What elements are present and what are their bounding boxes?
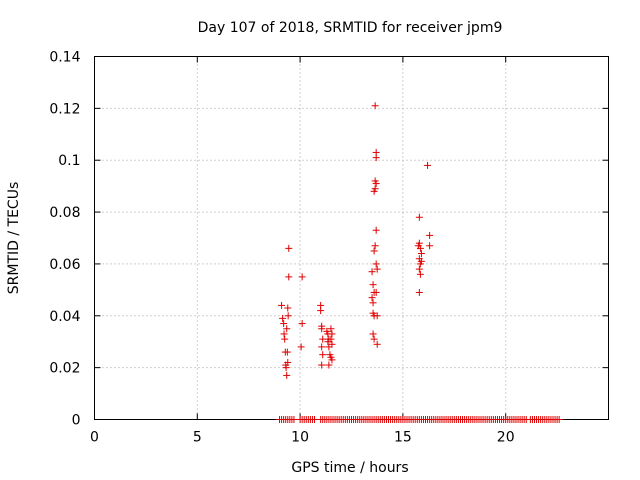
data-point xyxy=(372,260,380,268)
data-point xyxy=(328,330,336,338)
y-tick-label: 0.14 xyxy=(49,50,80,66)
data-point xyxy=(280,320,288,328)
data-point xyxy=(327,335,335,343)
data-point xyxy=(426,231,434,239)
data-point xyxy=(372,154,380,162)
data-point xyxy=(415,239,423,247)
data-point xyxy=(368,268,376,276)
data-point xyxy=(373,312,381,320)
data-point xyxy=(371,242,379,250)
zero-data-point xyxy=(310,416,318,423)
y-tick-label: 0.04 xyxy=(49,309,80,325)
data-point xyxy=(282,364,290,372)
data-point xyxy=(417,250,425,258)
tick-layer: 0 0.02 0.04 0.06 0.08 0.1 0.12 0.14 0 5 10 15 20 xyxy=(49,50,609,446)
data-point xyxy=(369,281,377,289)
data-point xyxy=(372,180,380,188)
x-tick-label: 20 xyxy=(497,430,515,446)
data-point xyxy=(372,288,380,296)
y-tick-label: 0.02 xyxy=(49,361,80,377)
data-point xyxy=(328,356,336,364)
data-point xyxy=(369,330,377,338)
data-point xyxy=(328,340,336,348)
data-point xyxy=(415,265,423,273)
data-point xyxy=(370,335,378,343)
data-point xyxy=(298,320,306,328)
data-point xyxy=(370,187,378,195)
data-point xyxy=(318,361,326,369)
data-point xyxy=(283,371,291,379)
x-tick-label: 10 xyxy=(291,430,309,446)
chart-title: Day 107 of 2018, SRMTID for receiver jpm… xyxy=(198,20,503,36)
data-point xyxy=(283,348,291,356)
data-point xyxy=(373,265,381,273)
data-point xyxy=(416,244,424,252)
data-point xyxy=(318,325,326,333)
data-point xyxy=(369,299,377,307)
x-tick-label: 5 xyxy=(193,430,202,446)
data-point xyxy=(370,247,378,255)
data-point xyxy=(284,312,292,320)
data-point xyxy=(424,161,432,169)
y-tick-label: 0 xyxy=(72,413,81,429)
x-tick-label: 0 xyxy=(90,430,99,446)
data-point xyxy=(297,343,305,351)
data-point xyxy=(368,294,376,302)
data-point xyxy=(325,361,333,369)
plot-frame xyxy=(94,56,609,420)
x-axis-label: GPS time / hours xyxy=(291,460,408,476)
data-point xyxy=(317,307,325,315)
data-point xyxy=(426,242,434,250)
zero-data-point xyxy=(555,416,563,423)
x-tick-label: 15 xyxy=(394,430,412,446)
data-points xyxy=(276,102,563,423)
data-point xyxy=(279,314,287,322)
data-point xyxy=(319,351,327,359)
data-point xyxy=(283,325,291,333)
zero-data-point xyxy=(290,416,298,423)
y-tick-label: 0.12 xyxy=(49,101,80,117)
data-point xyxy=(416,270,424,278)
grid-layer xyxy=(94,56,609,420)
data-point xyxy=(372,226,380,234)
data-point xyxy=(285,244,293,252)
data-point xyxy=(318,343,326,351)
y-axis-label: SRMTID / TECUs xyxy=(6,182,22,295)
data-point xyxy=(298,273,306,281)
data-point xyxy=(417,257,425,265)
data-point xyxy=(415,288,423,296)
y-tick-label: 0.1 xyxy=(58,153,80,169)
data-point xyxy=(284,304,292,312)
data-point xyxy=(371,102,379,110)
data-point xyxy=(284,358,292,366)
data-point xyxy=(285,273,293,281)
data-point xyxy=(281,335,289,343)
y-tick-label: 0.06 xyxy=(49,257,80,273)
y-tick-label: 0.08 xyxy=(49,205,80,221)
data-point xyxy=(319,335,327,343)
data-point xyxy=(278,301,286,309)
data-point xyxy=(280,330,288,338)
data-point xyxy=(373,340,381,348)
data-point xyxy=(415,213,423,221)
data-point xyxy=(327,325,335,333)
